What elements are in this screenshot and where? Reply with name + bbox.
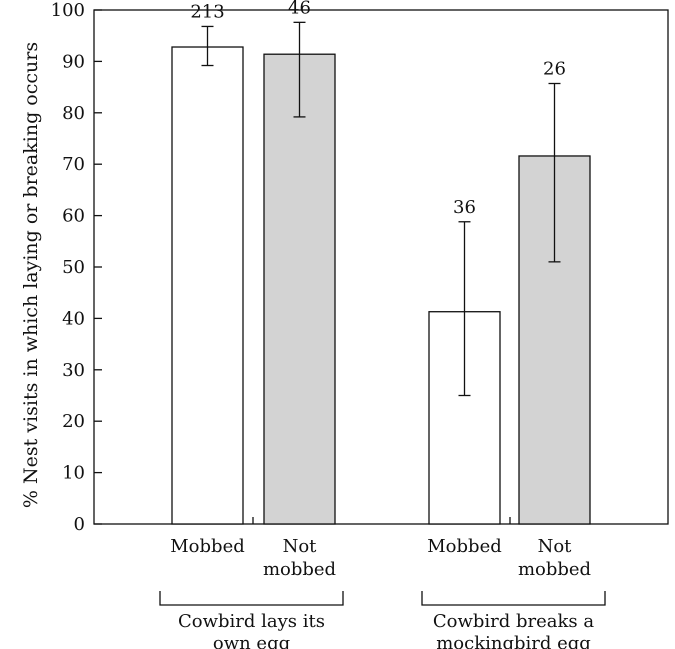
y-tick-label: 30 bbox=[62, 360, 85, 381]
sample-size-label: 26 bbox=[543, 59, 566, 80]
y-tick-label: 0 bbox=[74, 514, 85, 535]
group-label: mockingbird egg bbox=[436, 633, 591, 649]
bar-mobbed bbox=[171, 46, 244, 525]
group-bracket bbox=[159, 591, 344, 606]
y-tick-label: 70 bbox=[62, 154, 85, 175]
category-label: Mobbed bbox=[170, 536, 245, 557]
y-tick-label: 20 bbox=[62, 411, 85, 432]
group-bracket bbox=[421, 591, 606, 606]
category-label: mobbed bbox=[518, 559, 591, 580]
category-label: Not bbox=[538, 536, 573, 557]
y-tick-label: 10 bbox=[62, 463, 85, 484]
bars bbox=[171, 21, 591, 525]
sample-size-label: 213 bbox=[190, 1, 224, 22]
y-tick-label: 50 bbox=[62, 257, 85, 278]
y-tick-label: 60 bbox=[62, 206, 85, 227]
bar-not-mobbed bbox=[263, 53, 336, 525]
group-label: Cowbird lays its bbox=[178, 611, 325, 632]
category-label: Mobbed bbox=[427, 536, 502, 557]
group-label: Cowbird breaks a bbox=[433, 611, 595, 632]
y-tick-label: 40 bbox=[62, 308, 85, 329]
category-label: mobbed bbox=[263, 559, 336, 580]
axes: 0 10 20 30 40 50 60 70 80 90 100 bbox=[51, 0, 669, 606]
y-tick-label: 100 bbox=[51, 0, 85, 21]
y-axis-label: % Nest visits in which laying or breakin… bbox=[20, 42, 42, 508]
y-tick-label: 90 bbox=[62, 51, 85, 72]
sample-size-label: 36 bbox=[453, 197, 476, 218]
group-label: own egg bbox=[213, 633, 290, 649]
y-tick-label: 80 bbox=[62, 103, 85, 124]
sample-size-label: 46 bbox=[288, 0, 311, 18]
category-label: Not bbox=[283, 536, 318, 557]
